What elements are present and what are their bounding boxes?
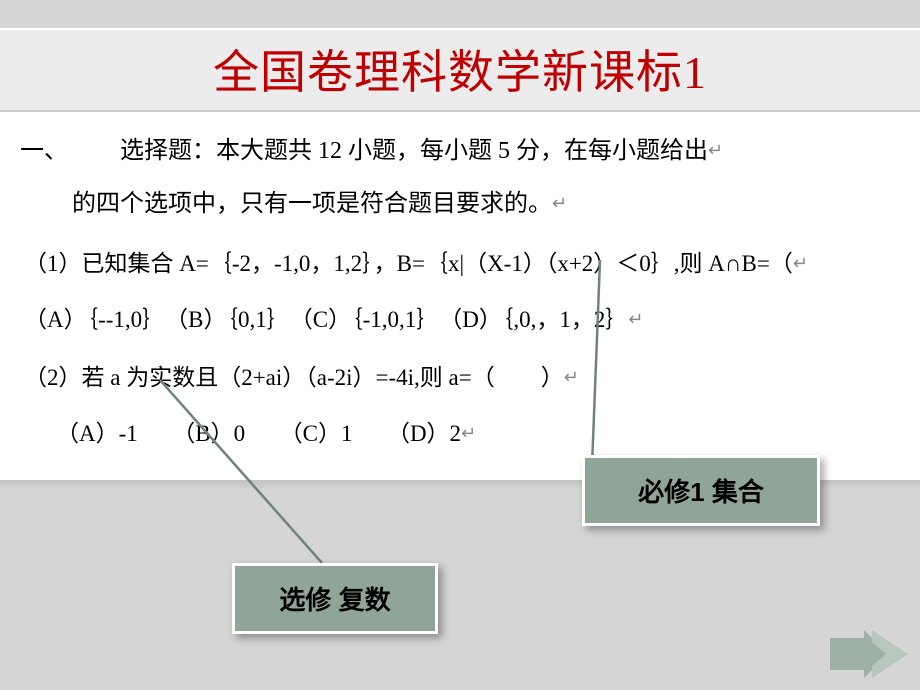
- section-number: 一、: [20, 138, 68, 164]
- callout-topic-sets-label: 必修1 集合: [638, 477, 764, 507]
- slide-title: 全国卷理科数学新课标1: [213, 47, 707, 98]
- callout-topic-complex-label: 选修 复数: [279, 585, 390, 615]
- line-break-icon: ↵: [461, 423, 476, 443]
- callout-topic-complex: 选修 复数: [232, 563, 438, 634]
- instruction-line-1: 一、 选择题：本大题共 12 小题，每小题 5 分，在每小题给出↵: [20, 130, 900, 165]
- callout-topic-sets: 必修1 集合: [582, 455, 820, 526]
- question-2-options: （A）-1 （B）0 （C）1 （D）2↵: [56, 414, 900, 448]
- question-2-options-text: （A）-1 （B）0 （C）1 （D）2: [56, 421, 461, 446]
- slide-panel: 全国卷理科数学新课标1 一、 选择题：本大题共 12 小题，每小题 5 分，在每小…: [0, 28, 920, 490]
- instruction-line-2: 的四个选项中，只有一项是符合题目要求的。↵: [72, 183, 900, 218]
- slide-body: 一、选择题：本大题共 12 小题，每小题 5 分，在每小题给出↵ 的四个选项中，…: [0, 112, 920, 480]
- question-1-text: （1）已知集合 A=｛-2，-1,0，1,2｝，B=｛x|（X-1）（x+2）＜…: [24, 251, 793, 276]
- question-2: （2）若 a 为实数且（2+ai）（a-2i）=-4i,则 a=（ ）↵: [24, 358, 900, 392]
- question-2-text: （2）若 a 为实数且（2+ai）（a-2i）=-4i,则 a=（ ）: [24, 365, 564, 390]
- line-break-icon: ↵: [564, 367, 579, 387]
- line-break-icon: ↵: [793, 253, 808, 273]
- line-break-icon: ↵: [628, 309, 643, 329]
- instruction-text-1: 选择题：本大题共 12 小题，每小题 5 分，在每小题给出: [120, 138, 708, 164]
- question-1: （1）已知集合 A=｛-2，-1,0，1,2｝，B=｛x|（X-1）（x+2）＜…: [24, 244, 900, 278]
- line-break-icon: ↵: [552, 193, 567, 213]
- next-arrow-icon[interactable]: [830, 630, 908, 678]
- line-break-icon: ↵: [708, 140, 723, 160]
- title-bar: 全国卷理科数学新课标1: [0, 28, 920, 112]
- question-1-options-text: （A）｛--1,0｝ （B）｛0,1｝ （C）｛-1,0,1｝ （D）｛,0,，…: [24, 307, 628, 332]
- question-1-options: （A）｛--1,0｝ （B）｛0,1｝ （C）｛-1,0,1｝ （D）｛,0,，…: [24, 300, 900, 334]
- instruction-text-2: 的四个选项中，只有一项是符合题目要求的。: [72, 191, 552, 217]
